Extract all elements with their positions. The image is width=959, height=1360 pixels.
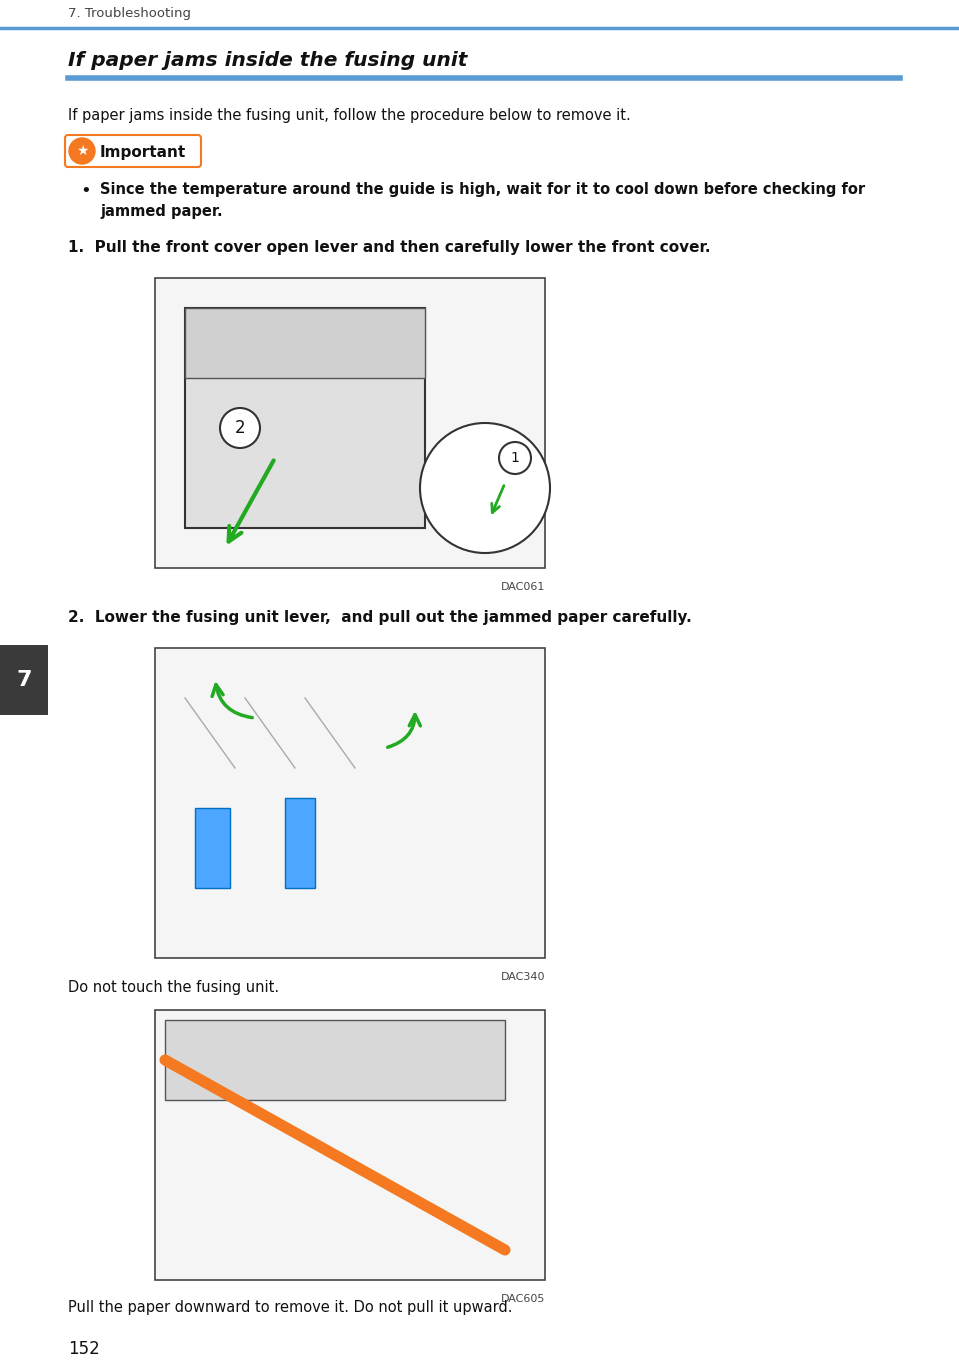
Bar bbox=[155, 277, 545, 568]
Bar bbox=[185, 307, 425, 378]
Text: 152: 152 bbox=[68, 1340, 100, 1359]
Text: DAC340: DAC340 bbox=[501, 972, 545, 982]
FancyBboxPatch shape bbox=[65, 135, 201, 167]
Bar bbox=[195, 808, 230, 888]
Bar bbox=[165, 1020, 505, 1100]
Circle shape bbox=[220, 408, 260, 447]
Bar bbox=[285, 798, 315, 888]
Circle shape bbox=[420, 423, 550, 554]
Text: Important: Important bbox=[100, 144, 186, 159]
Text: 7. Troubleshooting: 7. Troubleshooting bbox=[68, 7, 191, 20]
Text: Do not touch the fusing unit.: Do not touch the fusing unit. bbox=[68, 981, 279, 996]
Text: DAC605: DAC605 bbox=[501, 1293, 545, 1304]
Bar bbox=[155, 647, 545, 957]
Text: •: • bbox=[80, 182, 91, 200]
Text: 7: 7 bbox=[16, 670, 32, 690]
Text: If paper jams inside the fusing unit, follow the procedure below to remove it.: If paper jams inside the fusing unit, fo… bbox=[68, 107, 631, 122]
Text: 1: 1 bbox=[510, 452, 520, 465]
Text: 2: 2 bbox=[235, 419, 246, 437]
Text: DAC061: DAC061 bbox=[501, 582, 545, 592]
Text: 2.  Lower the fusing unit lever,  and pull out the jammed paper carefully.: 2. Lower the fusing unit lever, and pull… bbox=[68, 611, 691, 626]
Text: jammed paper.: jammed paper. bbox=[100, 204, 222, 219]
Text: 1.  Pull the front cover open lever and then carefully lower the front cover.: 1. Pull the front cover open lever and t… bbox=[68, 239, 711, 256]
Circle shape bbox=[69, 137, 95, 165]
Bar bbox=[0, 645, 48, 715]
Text: ★: ★ bbox=[76, 144, 88, 158]
Text: If paper jams inside the fusing unit: If paper jams inside the fusing unit bbox=[68, 50, 467, 69]
Text: Pull the paper downward to remove it. Do not pull it upward.: Pull the paper downward to remove it. Do… bbox=[68, 1300, 512, 1315]
Text: Since the temperature around the guide is high, wait for it to cool down before : Since the temperature around the guide i… bbox=[100, 182, 865, 197]
Bar bbox=[155, 1010, 545, 1280]
Circle shape bbox=[499, 442, 531, 475]
Bar bbox=[185, 307, 425, 528]
